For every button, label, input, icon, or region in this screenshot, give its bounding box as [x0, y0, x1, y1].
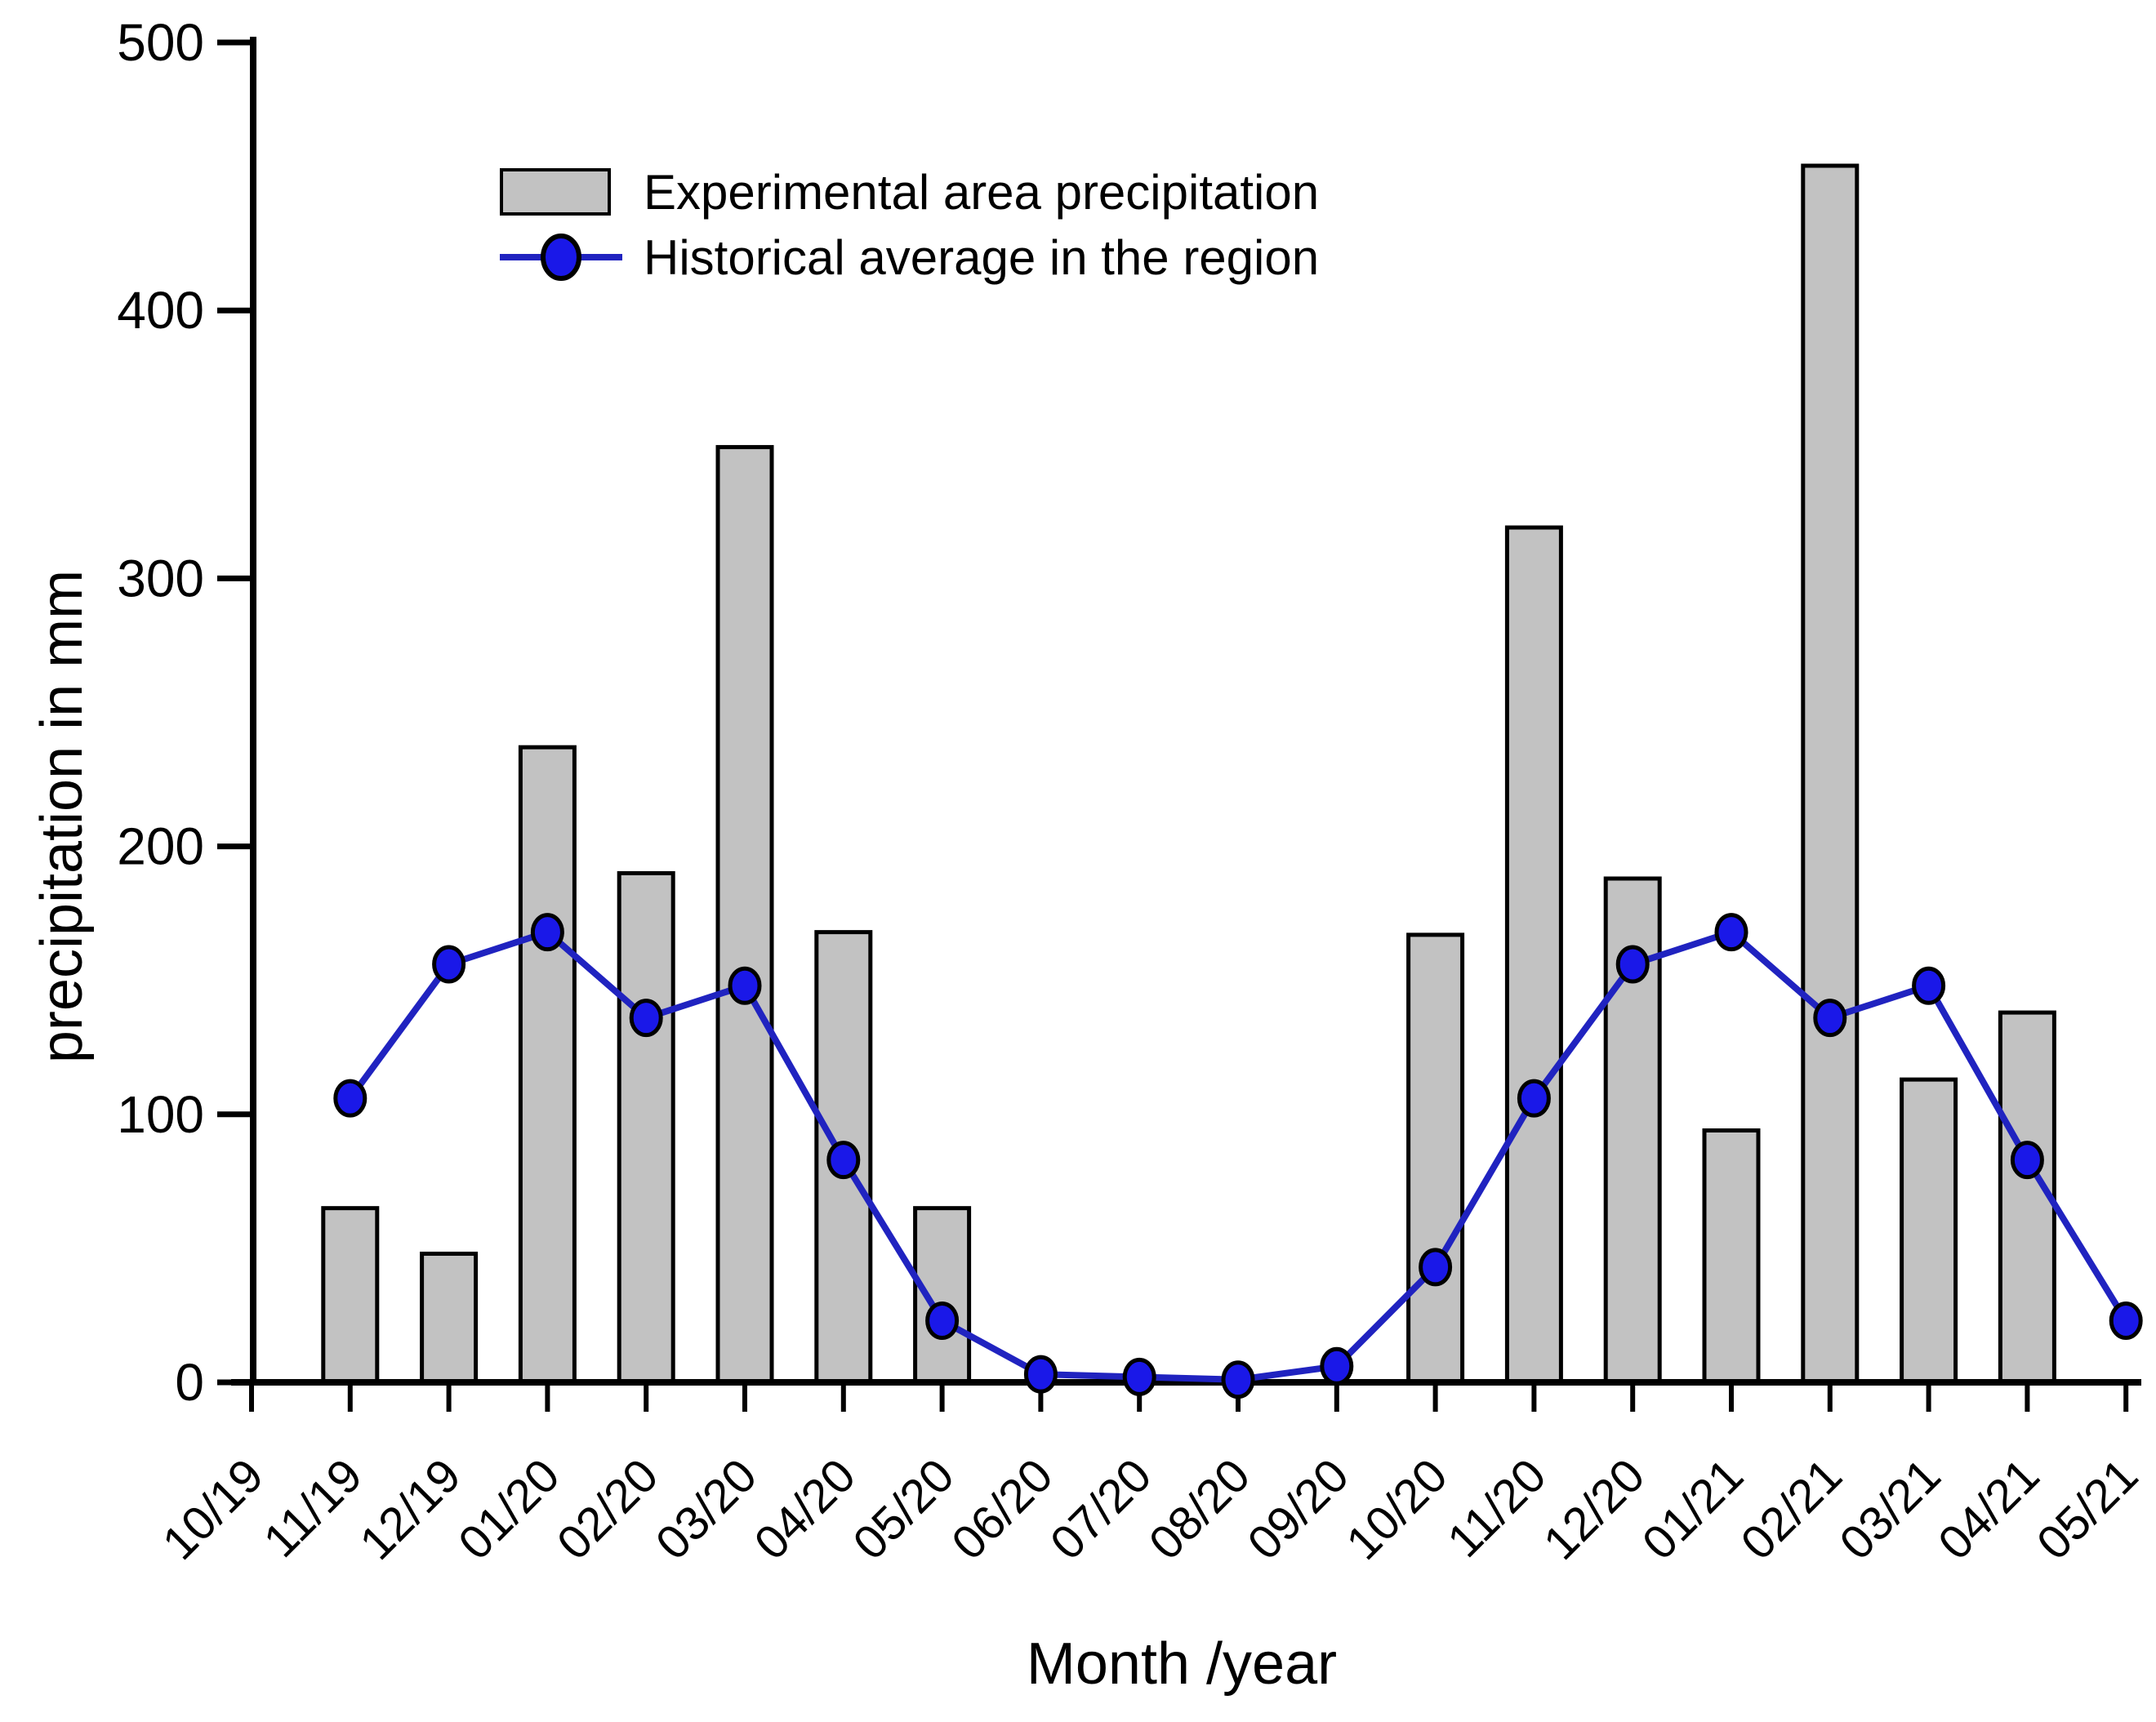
line-marker [1912, 966, 1946, 1005]
x-tick-label: 02/20 [547, 1448, 669, 1570]
bar [1900, 1077, 1958, 1385]
line-marker [432, 945, 466, 984]
legend-line-marker-icon [541, 234, 581, 281]
line-marker [1813, 999, 1847, 1038]
bar [321, 1206, 380, 1385]
x-tick-label: 07/20 [1040, 1448, 1162, 1570]
x-tick-label: 10/19 [153, 1448, 274, 1570]
legend-label-experimental: Experimental area precipitation [644, 165, 1319, 220]
bar [518, 745, 577, 1385]
x-tick-label: 04/21 [1928, 1448, 2050, 1570]
x-tick-label: 05/20 [843, 1448, 964, 1570]
line-marker [728, 966, 762, 1005]
legend-bar-swatch [500, 168, 611, 216]
line-marker [925, 1302, 960, 1341]
line-marker [1122, 1357, 1156, 1396]
line-marker [826, 1141, 861, 1180]
x-tick-label: 09/20 [1237, 1448, 1359, 1570]
x-tick-label: 02/21 [1731, 1448, 1852, 1570]
x-axis-title: Month /year [1027, 1631, 1337, 1697]
bar [1998, 1010, 2056, 1385]
x-tick-label: 03/20 [646, 1448, 768, 1570]
x-tick-label: 10/20 [1336, 1448, 1458, 1570]
y-tick-label: 100 [117, 1085, 204, 1144]
line-marker [1419, 1248, 1453, 1287]
x-tick-label: 01/21 [1633, 1448, 1754, 1570]
bar [1702, 1128, 1761, 1385]
line-marker [2010, 1141, 2044, 1180]
line-marker [1023, 1355, 1058, 1394]
line-marker [1517, 1079, 1551, 1118]
x-tick-label: 01/20 [448, 1448, 570, 1570]
line-marker [333, 1079, 368, 1118]
x-tick-label: 12/19 [350, 1448, 471, 1570]
legend: Experimental area precipitation Historic… [500, 165, 1319, 285]
x-tick-label: 03/21 [1829, 1448, 1951, 1570]
line-marker [1221, 1360, 1255, 1399]
y-tick-label: 300 [117, 549, 204, 607]
x-tick-label: 11/19 [253, 1448, 372, 1568]
x-tick-label: 05/21 [2027, 1448, 2149, 1570]
bar [1406, 932, 1465, 1385]
line-marker [530, 913, 564, 952]
bar [1504, 525, 1563, 1385]
line-marker [1320, 1346, 1354, 1386]
y-tick-label: 200 [117, 817, 204, 876]
y-tick-label: 500 [117, 13, 204, 72]
y-tick-label: 400 [117, 281, 204, 340]
y-tick-label: 0 [175, 1353, 204, 1412]
bar [1801, 163, 1860, 1385]
x-tick-label: 04/20 [744, 1448, 866, 1570]
x-tick-label: 12/20 [1534, 1448, 1655, 1570]
bar [715, 445, 774, 1385]
bar [617, 870, 675, 1385]
bar [420, 1251, 479, 1385]
y-axis-title: precipitation in mm [29, 570, 95, 1063]
line-marker [2109, 1302, 2143, 1341]
legend-label-historical: Historical average in the region [644, 230, 1319, 285]
x-tick-label: 06/20 [942, 1448, 1063, 1570]
line-marker [1714, 913, 1748, 952]
line-marker [1615, 945, 1650, 984]
x-tick-label: 08/20 [1139, 1448, 1261, 1570]
x-tick-label: 11/20 [1437, 1448, 1557, 1568]
line-marker [629, 999, 663, 1038]
historical-average-line [347, 928, 2129, 1383]
